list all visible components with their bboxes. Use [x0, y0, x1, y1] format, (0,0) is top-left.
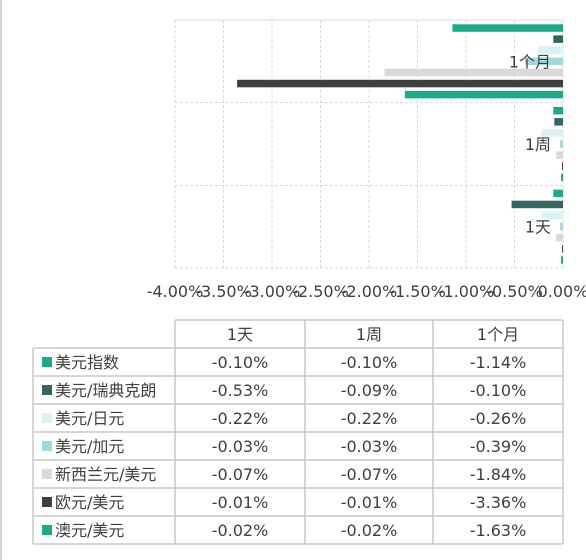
- bar: [561, 256, 563, 264]
- data-label: -0.01%: [341, 493, 398, 512]
- bar: [511, 200, 563, 209]
- bar: [556, 234, 563, 242]
- legend-label: 新西兰元/美元: [55, 465, 156, 484]
- x-tick-label: -1.50%: [389, 282, 446, 301]
- bar: [560, 222, 563, 231]
- bar: [562, 245, 563, 253]
- data-label: -0.01%: [212, 493, 269, 512]
- data-label: -0.09%: [341, 381, 398, 400]
- legend-label: 欧元/美元: [55, 493, 124, 512]
- data-label: -0.26%: [470, 409, 527, 428]
- data-label: -0.07%: [212, 465, 269, 484]
- x-tick-label: 0.00%: [538, 282, 586, 301]
- bar: [562, 162, 563, 170]
- data-label: -1.84%: [470, 465, 527, 484]
- data-label: -0.02%: [341, 521, 398, 540]
- data-label: -1.14%: [470, 353, 527, 372]
- data-label: -3.36%: [470, 493, 527, 512]
- data-label: -0.03%: [212, 437, 269, 456]
- data-label: -0.22%: [212, 409, 269, 428]
- legend-key: [42, 413, 52, 423]
- legend-label: 美元/瑞典克朗: [55, 381, 156, 400]
- x-tick-label: -2.50%: [292, 282, 349, 301]
- bar: [404, 90, 563, 99]
- x-tick-label: -4.00%: [147, 282, 204, 301]
- legend-key: [42, 357, 52, 367]
- x-tick-label: -2.00%: [341, 282, 398, 301]
- table-header-cell: 1周: [356, 325, 382, 344]
- category-label: 1天: [525, 218, 551, 237]
- bar: [561, 173, 563, 182]
- bar: [237, 79, 563, 88]
- legend-key: [42, 497, 52, 507]
- data-label: -0.10%: [212, 353, 269, 372]
- bar: [553, 106, 563, 115]
- legend-label: 美元指数: [55, 353, 119, 372]
- x-tick-label: -1.00%: [438, 282, 495, 301]
- bar: [560, 140, 563, 148]
- data-label: -0.10%: [470, 381, 527, 400]
- category-label: 1个月: [509, 52, 551, 71]
- bar: [541, 129, 563, 137]
- legend-label: 澳元/美元: [55, 521, 124, 540]
- bar: [556, 151, 563, 159]
- data-label: -0.07%: [341, 465, 398, 484]
- bar: [537, 46, 563, 54]
- bar: [525, 57, 563, 66]
- data-label: -0.22%: [341, 409, 398, 428]
- data-label: -1.63%: [470, 521, 527, 540]
- category-label: 1周: [525, 135, 551, 154]
- data-label: -0.39%: [470, 437, 527, 456]
- legend-label: 美元/日元: [55, 409, 124, 428]
- bar: [384, 68, 563, 77]
- bar: [554, 118, 563, 126]
- bar: [452, 24, 563, 32]
- legend-label: 美元/加元: [55, 437, 124, 456]
- x-tick-label: -3.00%: [244, 282, 301, 301]
- legend-key: [42, 525, 52, 535]
- bar: [553, 35, 563, 43]
- data-label: -0.53%: [212, 381, 269, 400]
- bar: [541, 211, 563, 220]
- legend-key: [42, 469, 52, 479]
- data-label: -0.02%: [212, 521, 269, 540]
- left-divider: [0, 0, 2, 560]
- x-tick-label: -0.50%: [486, 282, 543, 301]
- data-label: -0.10%: [341, 353, 398, 372]
- x-tick-label: -3.50%: [195, 282, 252, 301]
- table-header-cell: 1天: [227, 325, 253, 344]
- legend-key: [42, 385, 52, 395]
- bar: [553, 189, 563, 198]
- data-label: -0.03%: [341, 437, 398, 456]
- legend-key: [42, 441, 52, 451]
- table-header-cell: 1个月: [477, 325, 519, 344]
